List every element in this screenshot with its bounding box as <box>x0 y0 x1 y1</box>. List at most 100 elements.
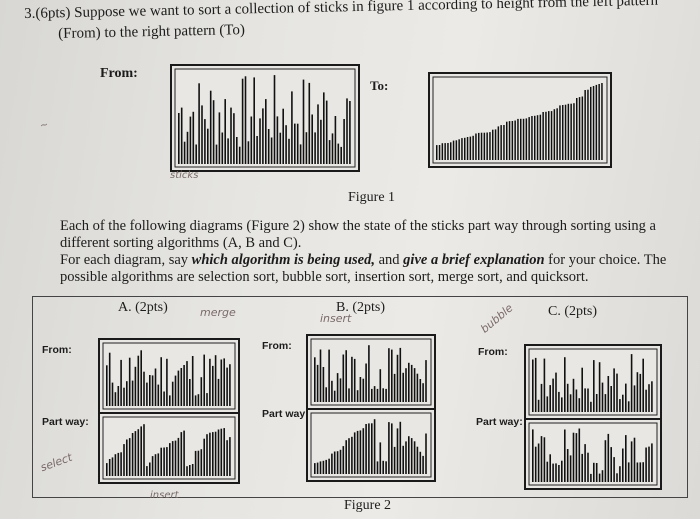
stick <box>639 373 642 412</box>
stick <box>584 388 586 412</box>
stick <box>396 428 399 474</box>
stick <box>244 76 247 164</box>
stick <box>410 438 413 474</box>
stick <box>601 83 603 160</box>
column-c-partway-box <box>524 418 662 490</box>
column-a-partway-sticks <box>102 416 236 480</box>
stick <box>494 129 497 160</box>
stick <box>566 383 569 412</box>
stick <box>134 431 137 476</box>
stick <box>322 460 325 474</box>
stick <box>436 145 438 160</box>
stick <box>590 86 592 160</box>
stick <box>236 137 238 164</box>
stick <box>537 399 540 412</box>
stick <box>345 440 347 474</box>
stick <box>296 123 299 164</box>
stick <box>137 429 140 476</box>
stick <box>598 362 601 412</box>
stick <box>546 461 549 482</box>
stick <box>349 101 351 164</box>
stick <box>581 367 583 412</box>
stick <box>534 115 536 160</box>
stick <box>651 443 653 482</box>
stick <box>362 378 365 402</box>
stick <box>106 463 108 476</box>
stick <box>117 452 120 476</box>
stick <box>256 136 258 164</box>
stick <box>561 397 563 412</box>
stick <box>393 373 396 402</box>
stick <box>351 356 353 402</box>
stick <box>405 368 407 402</box>
stick <box>356 430 359 474</box>
stick <box>276 116 279 164</box>
stick <box>316 364 319 402</box>
stick <box>595 394 598 412</box>
stick <box>362 428 365 474</box>
stick <box>578 428 581 482</box>
stick-frame <box>102 416 236 480</box>
stick <box>342 354 345 402</box>
stick <box>183 141 186 164</box>
stick <box>553 109 556 160</box>
stick <box>314 463 316 474</box>
stick <box>562 105 564 160</box>
stick <box>214 355 217 406</box>
column-c-partway-label: Part way: <box>476 416 523 428</box>
stick <box>120 359 122 406</box>
column-c-partway-sticks <box>528 422 658 486</box>
stick <box>288 138 290 164</box>
stick <box>379 369 382 402</box>
stick <box>416 373 419 402</box>
stick <box>379 442 382 474</box>
stick <box>536 115 539 160</box>
stick <box>532 359 534 412</box>
stick <box>622 448 624 482</box>
column-c-from-box <box>524 344 662 420</box>
column-b-from-box <box>306 334 436 410</box>
stick <box>410 364 413 402</box>
stick <box>371 388 373 402</box>
stick <box>279 132 282 164</box>
stick <box>229 437 231 476</box>
stick <box>584 444 586 482</box>
stick <box>503 125 505 160</box>
stick <box>128 438 131 476</box>
stick <box>285 125 287 164</box>
stick <box>163 447 165 476</box>
stick <box>610 386 612 412</box>
handwritten-figure-note: sticks <box>170 170 199 181</box>
stick <box>195 144 197 164</box>
stick <box>552 378 554 412</box>
stick <box>590 401 592 412</box>
stick <box>595 463 598 482</box>
stick <box>399 347 402 402</box>
stick <box>265 99 267 164</box>
stick <box>180 368 183 406</box>
stick <box>613 457 615 482</box>
stick-frame <box>310 412 432 478</box>
stick <box>194 395 197 406</box>
stick <box>180 432 183 476</box>
stick <box>183 430 185 476</box>
column-c-title: C. (2pts) <box>548 304 597 319</box>
stick <box>178 113 180 164</box>
stick <box>220 428 223 476</box>
stick <box>534 357 537 412</box>
stick <box>111 382 114 406</box>
stick <box>558 465 560 482</box>
figure1-to-sticks <box>432 76 608 164</box>
stick <box>336 451 339 474</box>
stick <box>328 458 330 474</box>
stick <box>607 376 610 412</box>
stick <box>405 441 407 474</box>
stick <box>223 358 225 406</box>
stick <box>549 385 551 412</box>
stick <box>396 354 399 402</box>
stick <box>333 451 336 474</box>
stick <box>340 146 342 164</box>
stick <box>537 443 540 482</box>
stick <box>174 440 177 476</box>
stick <box>422 455 424 474</box>
